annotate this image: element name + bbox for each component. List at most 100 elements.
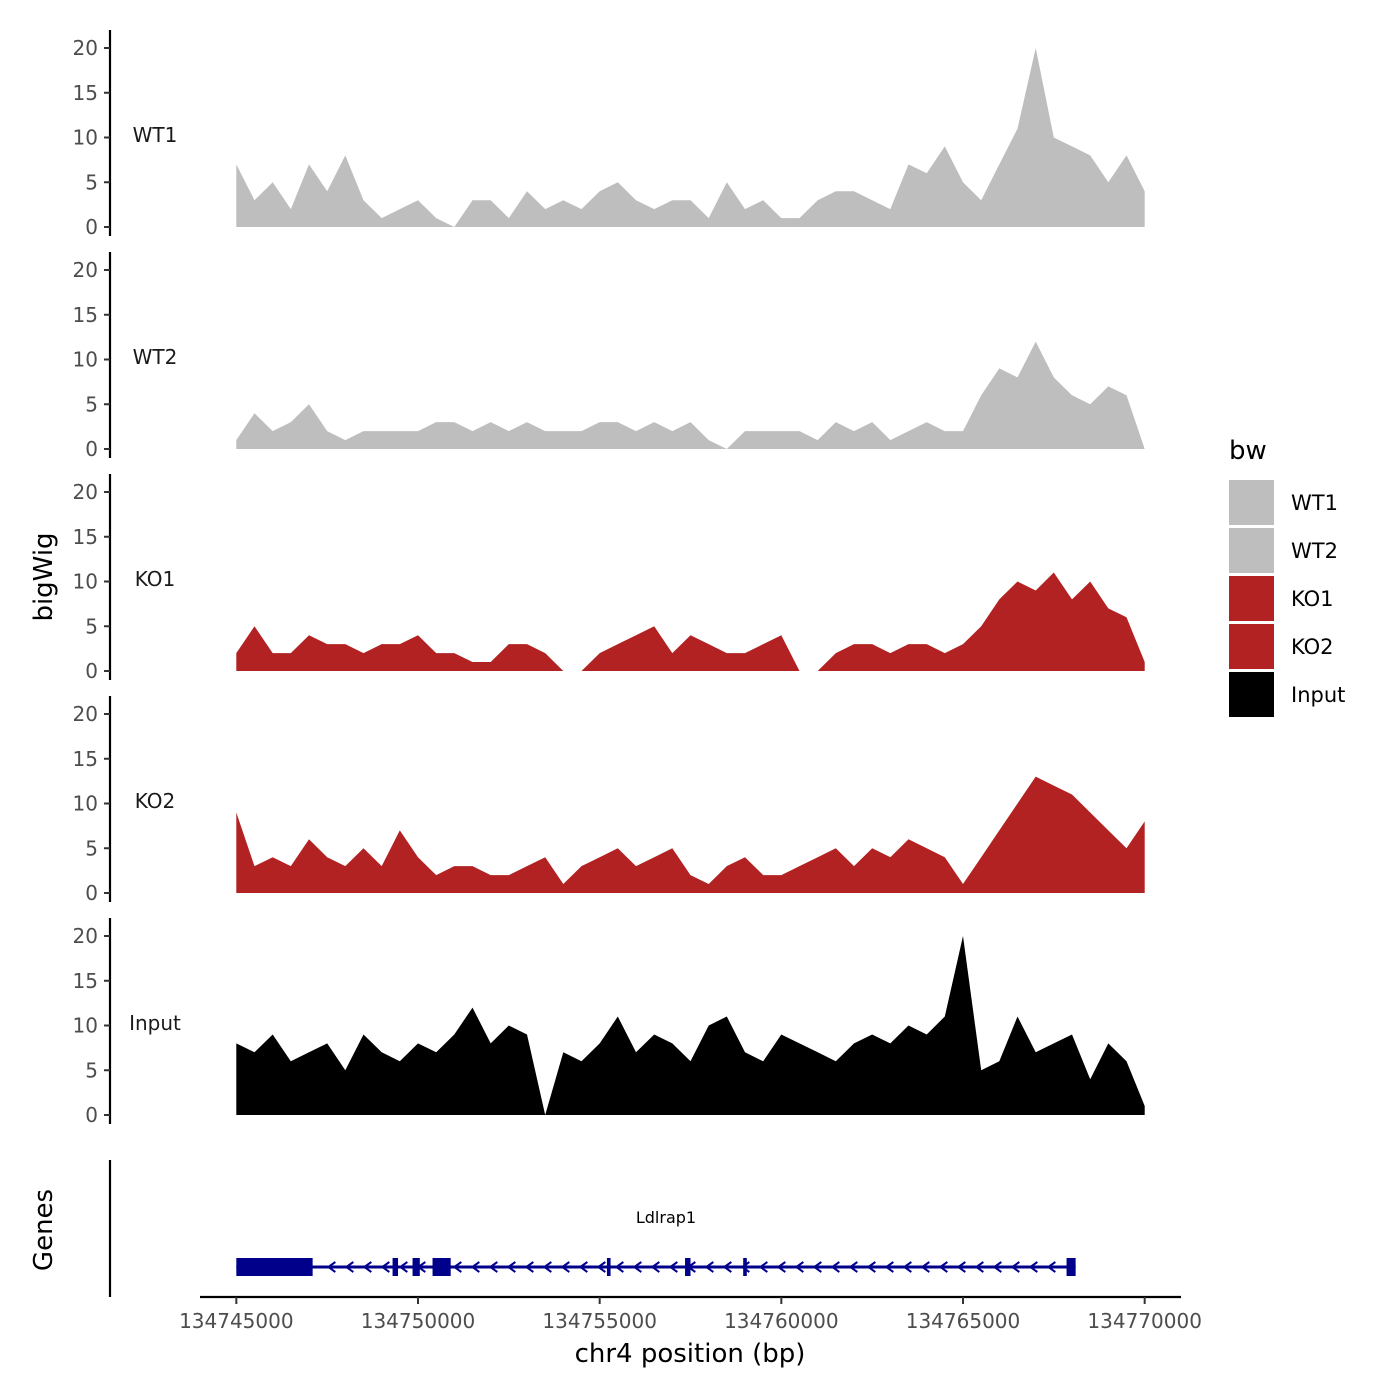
strand-arrow: [812, 1261, 822, 1273]
strand-arrow: [1010, 1261, 1020, 1273]
strand-arrow: [326, 1261, 336, 1273]
track-label: WT2: [133, 345, 178, 369]
gene-exon: [685, 1258, 691, 1276]
legend-label: WT2: [1291, 539, 1338, 563]
strand-arrow: [956, 1261, 966, 1273]
y-tick-label: 5: [85, 392, 98, 416]
gene-exon: [1066, 1258, 1076, 1276]
x-axis-title: chr4 position (bp): [575, 1339, 806, 1369]
y-tick-label: 20: [73, 702, 98, 726]
x-tick-label: 134760000: [724, 1309, 839, 1333]
y-tick-label: 20: [73, 258, 98, 282]
y-tick-label: 15: [73, 525, 98, 549]
track-label: WT1: [133, 123, 178, 147]
y-axis-title: bigWig: [29, 532, 59, 621]
strand-arrow: [920, 1261, 930, 1273]
signal-area-input: [236, 936, 1145, 1115]
strand-arrow: [560, 1261, 570, 1273]
y-tick-label: 0: [85, 215, 98, 239]
legend-swatch-input: [1229, 672, 1274, 717]
strand-arrow: [884, 1261, 894, 1273]
gene-ldlrap1: Ldlrap1: [236, 1208, 1076, 1276]
gene-exon: [236, 1258, 313, 1276]
gene-exon: [392, 1258, 399, 1276]
strand-arrow: [596, 1261, 606, 1273]
strand-arrow: [794, 1261, 804, 1273]
strand-arrow: [488, 1261, 498, 1273]
strand-arrow: [380, 1261, 390, 1273]
x-tick-label: 134755000: [542, 1309, 657, 1333]
track-ko1: 0 5 10 15 20 KO1: [73, 474, 1145, 683]
strand-arrow: [470, 1261, 480, 1273]
signal-tracks: 0 5 10 15 20 WT1 0 5 10 15 20 WT2 0 5 10 15 20 KO1 0 5 10 15 2…: [73, 30, 1145, 1127]
track-label: KO2: [135, 789, 176, 813]
strand-arrow: [776, 1261, 786, 1273]
track-ko2: 0 5 10 15 20 KO2: [73, 696, 1145, 905]
y-tick-label: 20: [73, 924, 98, 948]
y-tick-label: 20: [73, 480, 98, 504]
gene-exon: [743, 1258, 747, 1276]
strand-arrow: [992, 1261, 1002, 1273]
strand-arrow: [1046, 1261, 1056, 1273]
legend-swatch-wt2: [1229, 528, 1274, 573]
strand-arrow: [722, 1261, 732, 1273]
y-tick-label: 15: [73, 747, 98, 771]
x-tick-label: 134765000: [906, 1309, 1021, 1333]
strand-arrow: [830, 1261, 840, 1273]
y-tick-label: 15: [73, 969, 98, 993]
y-tick-label: 20: [73, 36, 98, 60]
x-tick-label: 134770000: [1087, 1309, 1202, 1333]
strand-arrow: [866, 1261, 876, 1273]
signal-area-wt2: [236, 341, 1145, 449]
y-tick-label: 5: [85, 170, 98, 194]
legend: bw WT1 WT2 KO1 KO2 Input: [1229, 436, 1345, 717]
strand-arrow: [542, 1261, 552, 1273]
strand-arrow: [740, 1261, 750, 1273]
y-tick-label: 10: [73, 570, 98, 594]
x-tick-label: 134750000: [361, 1309, 476, 1333]
strand-arrow: [650, 1261, 660, 1273]
strand-arrow: [632, 1261, 642, 1273]
strand-arrow: [524, 1261, 534, 1273]
legend-swatch-ko1: [1229, 576, 1274, 621]
strand-arrow: [902, 1261, 912, 1273]
y-tick-label: 5: [85, 836, 98, 860]
strand-arrow: [362, 1261, 372, 1273]
track-label: KO1: [135, 567, 176, 591]
x-axis: 134745000 134750000 134755000 134760000 1347…: [179, 1295, 1202, 1333]
gene-exon: [412, 1258, 420, 1276]
track-wt1: 0 5 10 15 20 WT1: [73, 30, 1145, 239]
strand-arrow: [506, 1261, 516, 1273]
gene-label: Ldlrap1: [636, 1208, 696, 1227]
y-tick-label: 10: [73, 348, 98, 372]
legend-swatch-ko2: [1229, 624, 1274, 669]
strand-arrow: [578, 1261, 588, 1273]
legend-label: KO2: [1291, 635, 1334, 659]
legend-title: bw: [1229, 436, 1267, 466]
gene-exon: [606, 1258, 611, 1276]
strand-arrow: [704, 1261, 714, 1273]
strand-arrow: [614, 1261, 624, 1273]
y-tick-label: 0: [85, 659, 98, 683]
strand-arrow: [668, 1261, 678, 1273]
signal-area-ko2: [236, 776, 1145, 893]
strand-arrow: [974, 1261, 984, 1273]
y-tick-label: 0: [85, 881, 98, 905]
strand-arrow: [452, 1261, 462, 1273]
strand-arrow: [1028, 1261, 1038, 1273]
y-tick-label: 5: [85, 614, 98, 638]
y-tick-label: 15: [73, 81, 98, 105]
x-tick-label: 134745000: [179, 1309, 294, 1333]
track-input: 0 5 10 15 20 Input: [73, 918, 1145, 1127]
signal-area-wt1: [236, 48, 1145, 227]
strand-arrow: [758, 1261, 768, 1273]
gene-track: Ldlrap1: [108, 1160, 1076, 1297]
genes-axis-title: Genes: [29, 1189, 59, 1271]
strand-arrow: [398, 1261, 408, 1273]
y-tick-label: 15: [73, 303, 98, 327]
track-label: Input: [129, 1011, 181, 1035]
strand-arrow: [344, 1261, 354, 1273]
y-tick-label: 0: [85, 437, 98, 461]
legend-swatch-wt1: [1229, 480, 1274, 525]
